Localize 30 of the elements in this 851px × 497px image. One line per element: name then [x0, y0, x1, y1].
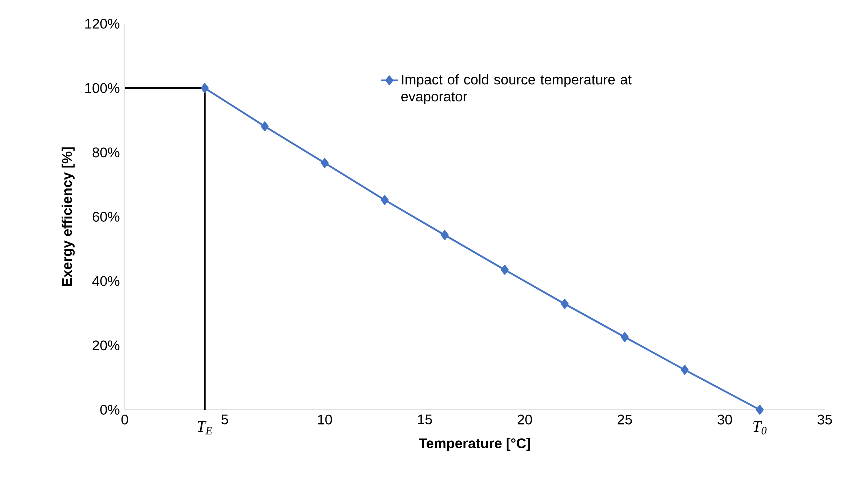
legend-label: Impact of cold source temperature at evaporator [402, 74, 632, 104]
x-tick-label: 0 [122, 414, 128, 425]
point [681, 365, 689, 375]
y-axis-title: Exergy efficiency [%] [62, 148, 75, 286]
y-tick-label: 120% [86, 19, 120, 29]
point [501, 265, 509, 275]
x-tick-label: 35 [818, 414, 832, 425]
x-tick-label: 25 [618, 414, 632, 425]
x-tick-label: 15 [418, 414, 432, 425]
point [441, 230, 449, 240]
point [321, 158, 329, 168]
point [381, 195, 389, 206]
y-tick-label: 40% [92, 276, 120, 286]
annotation: T$_{E}$ [198, 422, 212, 435]
x-axis-title: Temperature [°C] [419, 438, 530, 452]
annotation: T$_{0}$ [754, 422, 767, 435]
y-tick-label: 60% [92, 212, 120, 222]
x-tick-label: 20 [518, 414, 532, 425]
point [561, 299, 569, 310]
y-tick-label: 100% [86, 83, 120, 94]
point [201, 83, 209, 94]
y-tick-label: 80% [92, 148, 120, 158]
y-tick-label: 20% [92, 340, 120, 351]
x-tick-label: 10 [318, 414, 332, 425]
point [261, 122, 269, 132]
point [621, 332, 629, 342]
x-tick-label: 30 [718, 414, 732, 425]
x-tick-label: 5 [222, 414, 228, 425]
y-tick-label: 0% [100, 405, 120, 415]
point [756, 405, 764, 415]
